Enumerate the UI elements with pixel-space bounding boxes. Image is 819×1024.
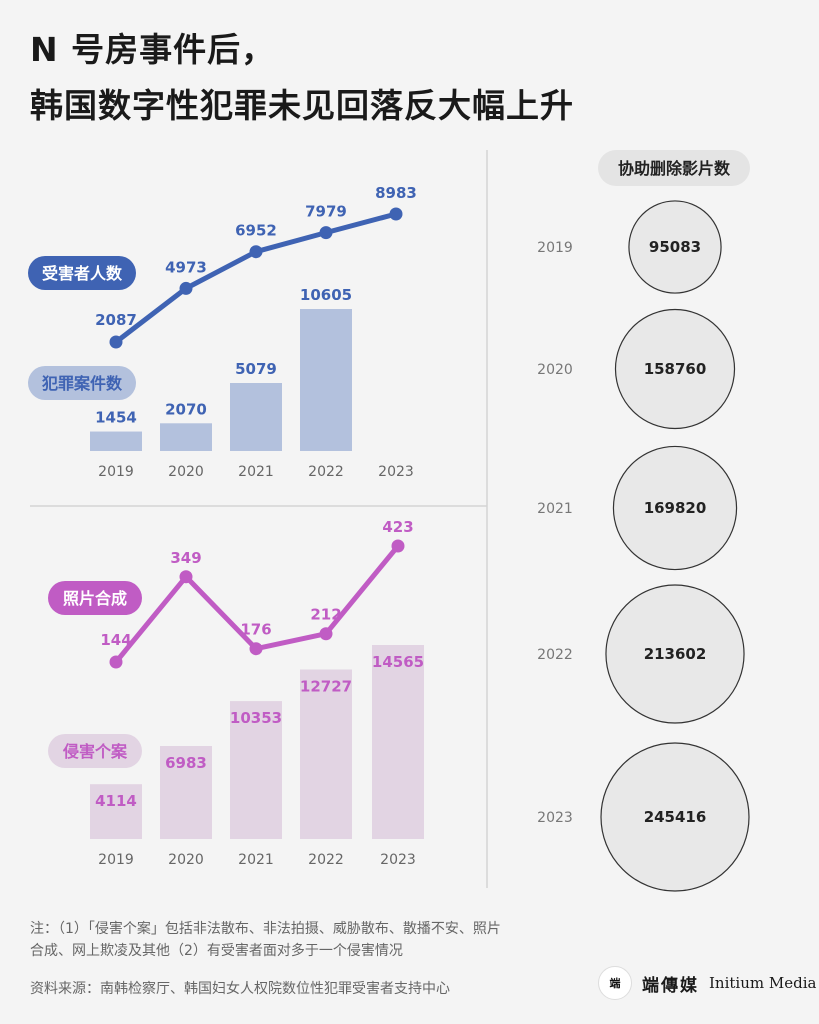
cases-bar-2020 — [160, 423, 212, 451]
bottom-year-2022: 2022 — [308, 852, 344, 868]
deleted-bubble-2019 — [628, 200, 722, 294]
page-title: N 号房事件后， 韩国数字性犯罪未见回落反大幅上升 — [30, 22, 574, 134]
bottom-year-2021: 2021 — [238, 852, 274, 868]
deleted-bubble-2021 — [612, 445, 738, 571]
photo-value-2022: 212 — [310, 606, 341, 624]
photo-point-2022 — [319, 627, 333, 641]
victims-value-2023: 8983 — [375, 184, 417, 202]
photo-legend-label: 照片合成 — [63, 589, 127, 608]
photo-point-2019 — [109, 655, 123, 669]
harm-value-2023: 14565 — [372, 653, 424, 671]
harm-bar-2019 — [90, 784, 142, 839]
harm-value-2020: 6983 — [165, 754, 207, 772]
cases-value-2019: 1454 — [95, 409, 137, 427]
cases-value-2022: 10605 — [300, 286, 352, 304]
brand-logo: 端 — [598, 966, 632, 1000]
photo-point-2021 — [249, 642, 263, 656]
cases-bar-2021 — [230, 382, 282, 451]
deleted-year-2019: 2019 — [537, 240, 573, 256]
cases-value-2020: 2070 — [165, 400, 207, 418]
deleted-value-2021: 169820 — [644, 499, 707, 517]
harm-bar-2023 — [372, 645, 424, 839]
deleted-value-2020: 158760 — [644, 360, 707, 378]
cases-bar-2022 — [300, 309, 352, 451]
title-line-2: 韩国数字性犯罪未见回落反大幅上升 — [30, 86, 574, 125]
photo-value-2021: 176 — [240, 621, 271, 639]
deleted-year-2021: 2021 — [537, 501, 573, 517]
deleted-year-2020: 2020 — [537, 362, 573, 378]
photo-value-2023: 423 — [382, 518, 413, 536]
harm-value-2019: 4114 — [95, 792, 137, 810]
deleted-title-pill: 协助删除影片数 — [598, 150, 750, 186]
cases-legend-pill: 犯罪案件数 — [28, 366, 136, 400]
deleted-year-2022: 2022 — [537, 647, 573, 663]
victims-point-2021 — [249, 245, 263, 259]
harm-bar-2020 — [160, 745, 212, 839]
top-year-2019: 2019 — [98, 464, 134, 480]
source-text: 资料来源：南韩检察厅、韩国妇女人权院数位性犯罪受害者支持中心 — [30, 981, 450, 997]
photo-point-2023 — [391, 539, 405, 553]
photo-point-2020 — [179, 570, 193, 584]
photo-value-2019: 144 — [100, 631, 131, 649]
deleted-year-2023: 2023 — [537, 810, 573, 826]
footnote-line-1: 注：（1）「侵害个案」包括非法散布、非法拍摄、威胁散布、散播不安、照片 — [30, 921, 501, 937]
harm-value-2022: 12727 — [300, 677, 352, 695]
victims-point-2022 — [319, 226, 333, 240]
harm-legend-label: 侵害个案 — [62, 742, 128, 761]
deleted-value-2023: 245416 — [644, 808, 707, 826]
harm-legend-pill: 侵害个案 — [48, 734, 142, 768]
victims-legend-label: 受害者人数 — [42, 264, 123, 283]
deleted-value-2019: 95083 — [649, 238, 701, 256]
victims-value-2022: 7979 — [305, 203, 347, 221]
deleted-bubble-2020 — [614, 308, 736, 430]
bottom-year-2023: 2023 — [380, 852, 416, 868]
brand-name-cn: 端傳媒 — [642, 975, 699, 996]
deleted-value-2022: 213602 — [644, 645, 707, 663]
victims-point-2020 — [179, 281, 193, 295]
harm-bar-2021 — [230, 701, 282, 839]
photo-legend-pill: 照片合成 — [48, 581, 142, 615]
footnote-line-2: 合成、网上欺凌及其他（2）有受害者面对多于一个侵害情况 — [30, 943, 403, 959]
top-year-2020: 2020 — [168, 464, 204, 480]
harm-value-2021: 10353 — [230, 709, 282, 727]
bottom-year-2020: 2020 — [168, 852, 204, 868]
victims-value-2019: 2087 — [95, 311, 137, 329]
victims-legend-pill: 受害者人数 — [28, 256, 136, 290]
cases-bar-2019 — [90, 431, 142, 451]
cases-value-2021: 5079 — [235, 360, 277, 378]
top-year-2022: 2022 — [308, 464, 344, 480]
brand: 端 端傳媒 Initium Media — [598, 966, 816, 1000]
victims-value-2021: 6952 — [235, 222, 277, 240]
victims-point-2023 — [389, 207, 403, 221]
victims-value-2020: 4973 — [165, 258, 207, 276]
title-line-1: N 号房事件后， — [30, 30, 276, 69]
victims-point-2019 — [109, 335, 123, 349]
deleted-bubble-2022 — [605, 584, 745, 724]
deleted-bubble-2023 — [600, 742, 750, 892]
top-year-2023: 2023 — [378, 464, 414, 480]
bottom-year-2019: 2019 — [98, 852, 134, 868]
right-panel: 95083 2019 158760 2020 169820 2021 213602 2022 2… — [537, 200, 750, 892]
photo-value-2020: 349 — [170, 549, 201, 567]
bottom-panel: 4114 6983 10353 12727 14565 2019 2020 2021 2022 2… — [90, 518, 424, 868]
deleted-title-label: 协助删除影片数 — [618, 159, 731, 178]
brand-name-en: Initium Media — [709, 974, 817, 992]
harm-bar-2022 — [300, 669, 352, 839]
cases-legend-label: 犯罪案件数 — [41, 374, 123, 393]
footnote: 注：（1）「侵害个案」包括非法散布、非法拍摄、威胁散布、散播不安、照片 合成、网… — [30, 918, 590, 962]
top-year-2021: 2021 — [238, 464, 274, 480]
top-panel: 1454 2070 5079 10605 2019 2020 2021 2022 2023 208… — [90, 184, 417, 480]
